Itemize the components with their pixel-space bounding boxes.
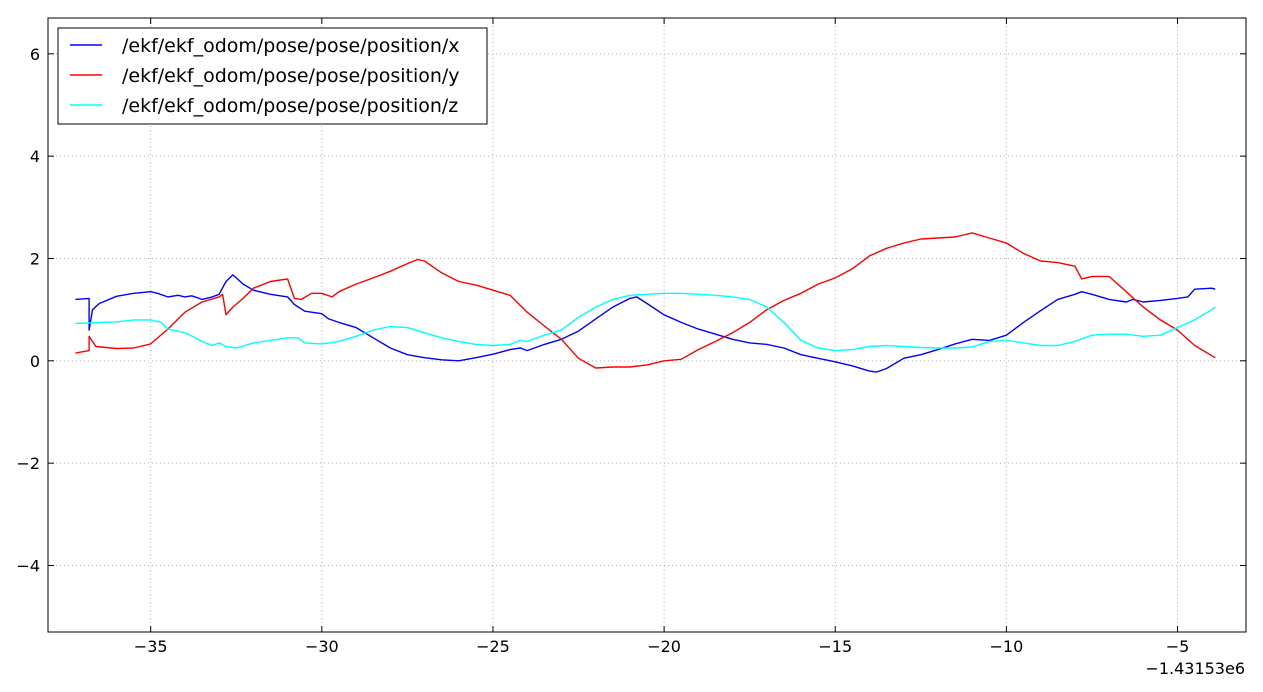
y-tick-label: 6 (30, 45, 40, 64)
x-tick-label: −10 (990, 637, 1024, 656)
x-tick-label: −15 (818, 637, 852, 656)
series-layer (75, 232, 1216, 373)
series-line-3 (75, 292, 1216, 352)
y-tick-label: 4 (30, 147, 40, 166)
x-offset-label: −1.43153e6 (1145, 659, 1245, 678)
plot-frame (47, 17, 1247, 633)
y-tick-label: −4 (16, 556, 40, 575)
series-line-1 (75, 274, 1216, 373)
y-tick-label: 0 (30, 352, 40, 371)
y-tick-label: −2 (16, 454, 40, 473)
y-tick-label: 2 (30, 249, 40, 268)
legend-label: /ekf/ekf_odom/pose/pose/position/z (122, 95, 458, 117)
x-tick-label: −20 (647, 637, 681, 656)
x-tick-label: −5 (1166, 637, 1190, 656)
legend-box (57, 27, 488, 125)
x-tick-label: −25 (476, 637, 510, 656)
legend: /ekf/ekf_odom/pose/pose/position/x/ekf/e… (57, 27, 488, 125)
x-tick-label: −35 (134, 637, 168, 656)
legend-label: /ekf/ekf_odom/pose/pose/position/y (122, 65, 460, 87)
series-line-2 (75, 232, 1216, 369)
x-tick-label: −30 (305, 637, 339, 656)
legend-label: /ekf/ekf_odom/pose/pose/position/x (122, 35, 460, 57)
